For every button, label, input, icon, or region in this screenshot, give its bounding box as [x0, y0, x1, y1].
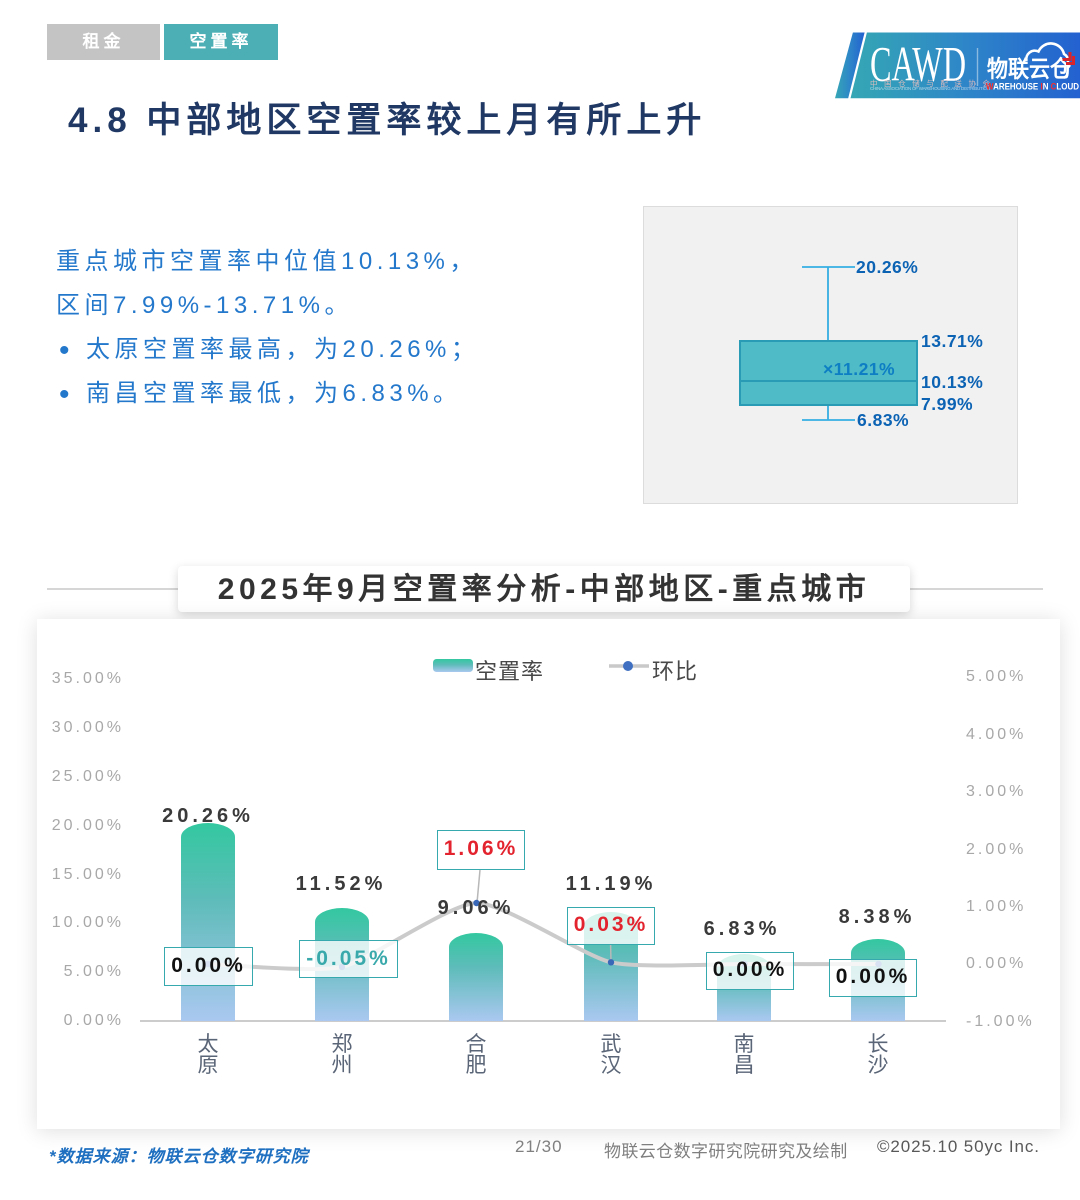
svg-text:WAREHOUSE IN CLOUD: WAREHOUSE IN CLOUD — [986, 82, 1079, 92]
svg-text:中国仓储与配送协会: 中国仓储与配送协会 — [870, 78, 991, 88]
svg-text:CHINA ASSOCIATION OF WAREHOUSI: CHINA ASSOCIATION OF WAREHOUSING AND DIS… — [870, 86, 990, 91]
svg-text:物联云仓: 物联云仓 — [987, 56, 1072, 82]
svg-text:CAWD: CAWD — [870, 36, 966, 92]
